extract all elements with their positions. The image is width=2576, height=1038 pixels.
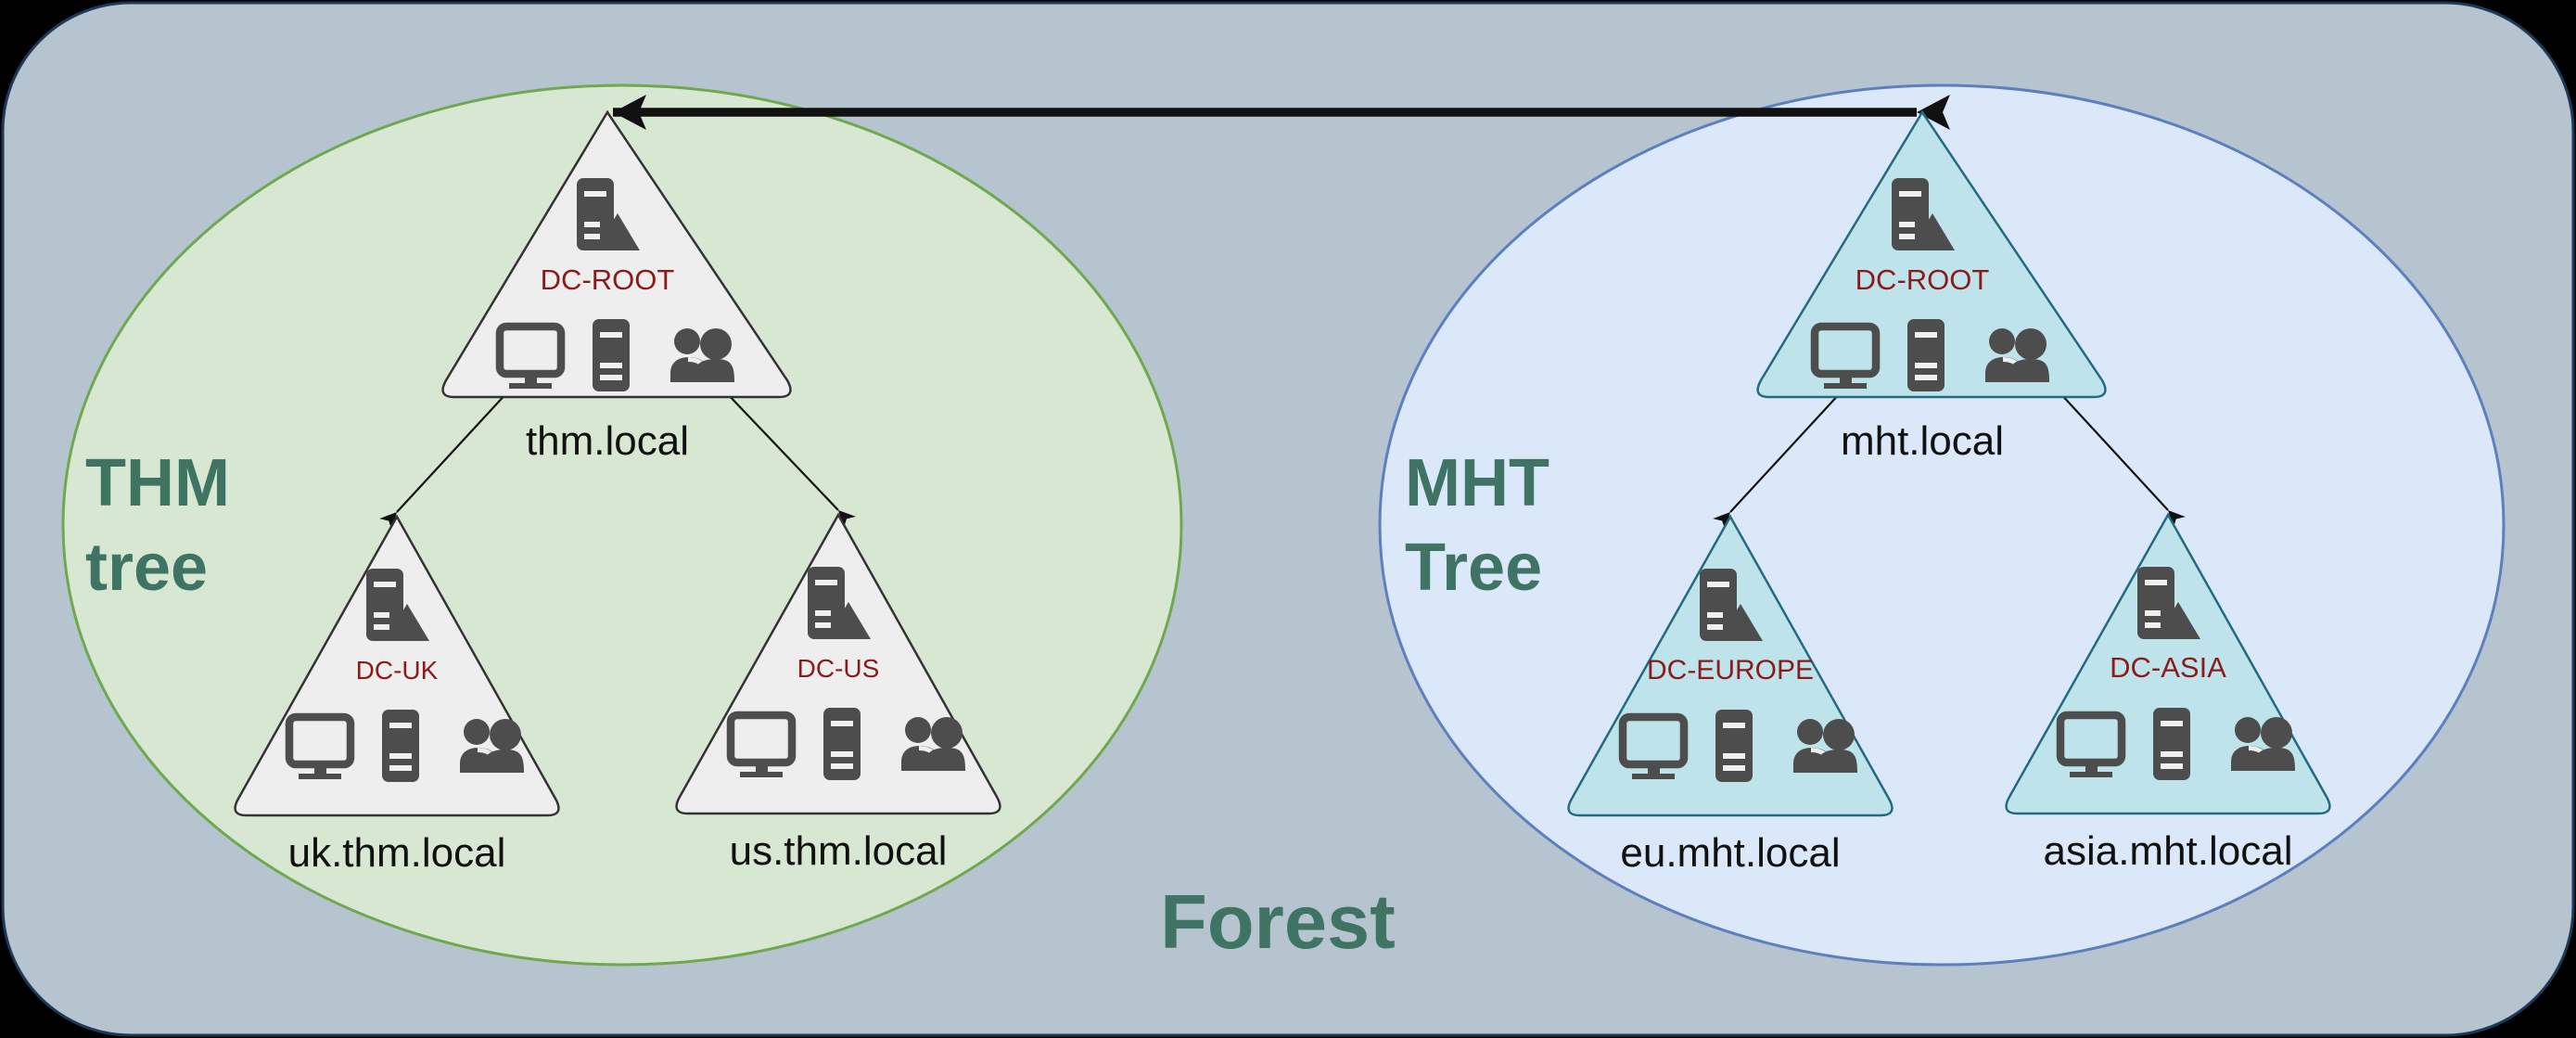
svg-text:asia.mht.local: asia.mht.local [2043,828,2292,874]
svg-text:thm.local: thm.local [526,418,689,464]
svg-text:eu.mht.local: eu.mht.local [1620,830,1840,876]
svg-text:DC-UK: DC-UK [356,656,439,685]
svg-text:DC-EUROPE: DC-EUROPE [1647,655,1814,686]
svg-text:MHT: MHT [1405,446,1549,520]
svg-text:DC-ASIA: DC-ASIA [2110,651,2226,684]
svg-text:us.thm.local: us.thm.local [730,828,948,874]
svg-text:tree: tree [85,531,208,605]
svg-text:THM: THM [85,446,230,520]
svg-text:DC-US: DC-US [797,654,880,683]
svg-text:DC-ROOT: DC-ROOT [1855,263,1990,296]
svg-text:Tree: Tree [1405,531,1542,605]
svg-text:uk.thm.local: uk.thm.local [288,830,506,876]
svg-text:Forest: Forest [1160,878,1396,965]
svg-text:mht.local: mht.local [1841,418,2004,464]
svg-text:DC-ROOT: DC-ROOT [541,263,675,296]
